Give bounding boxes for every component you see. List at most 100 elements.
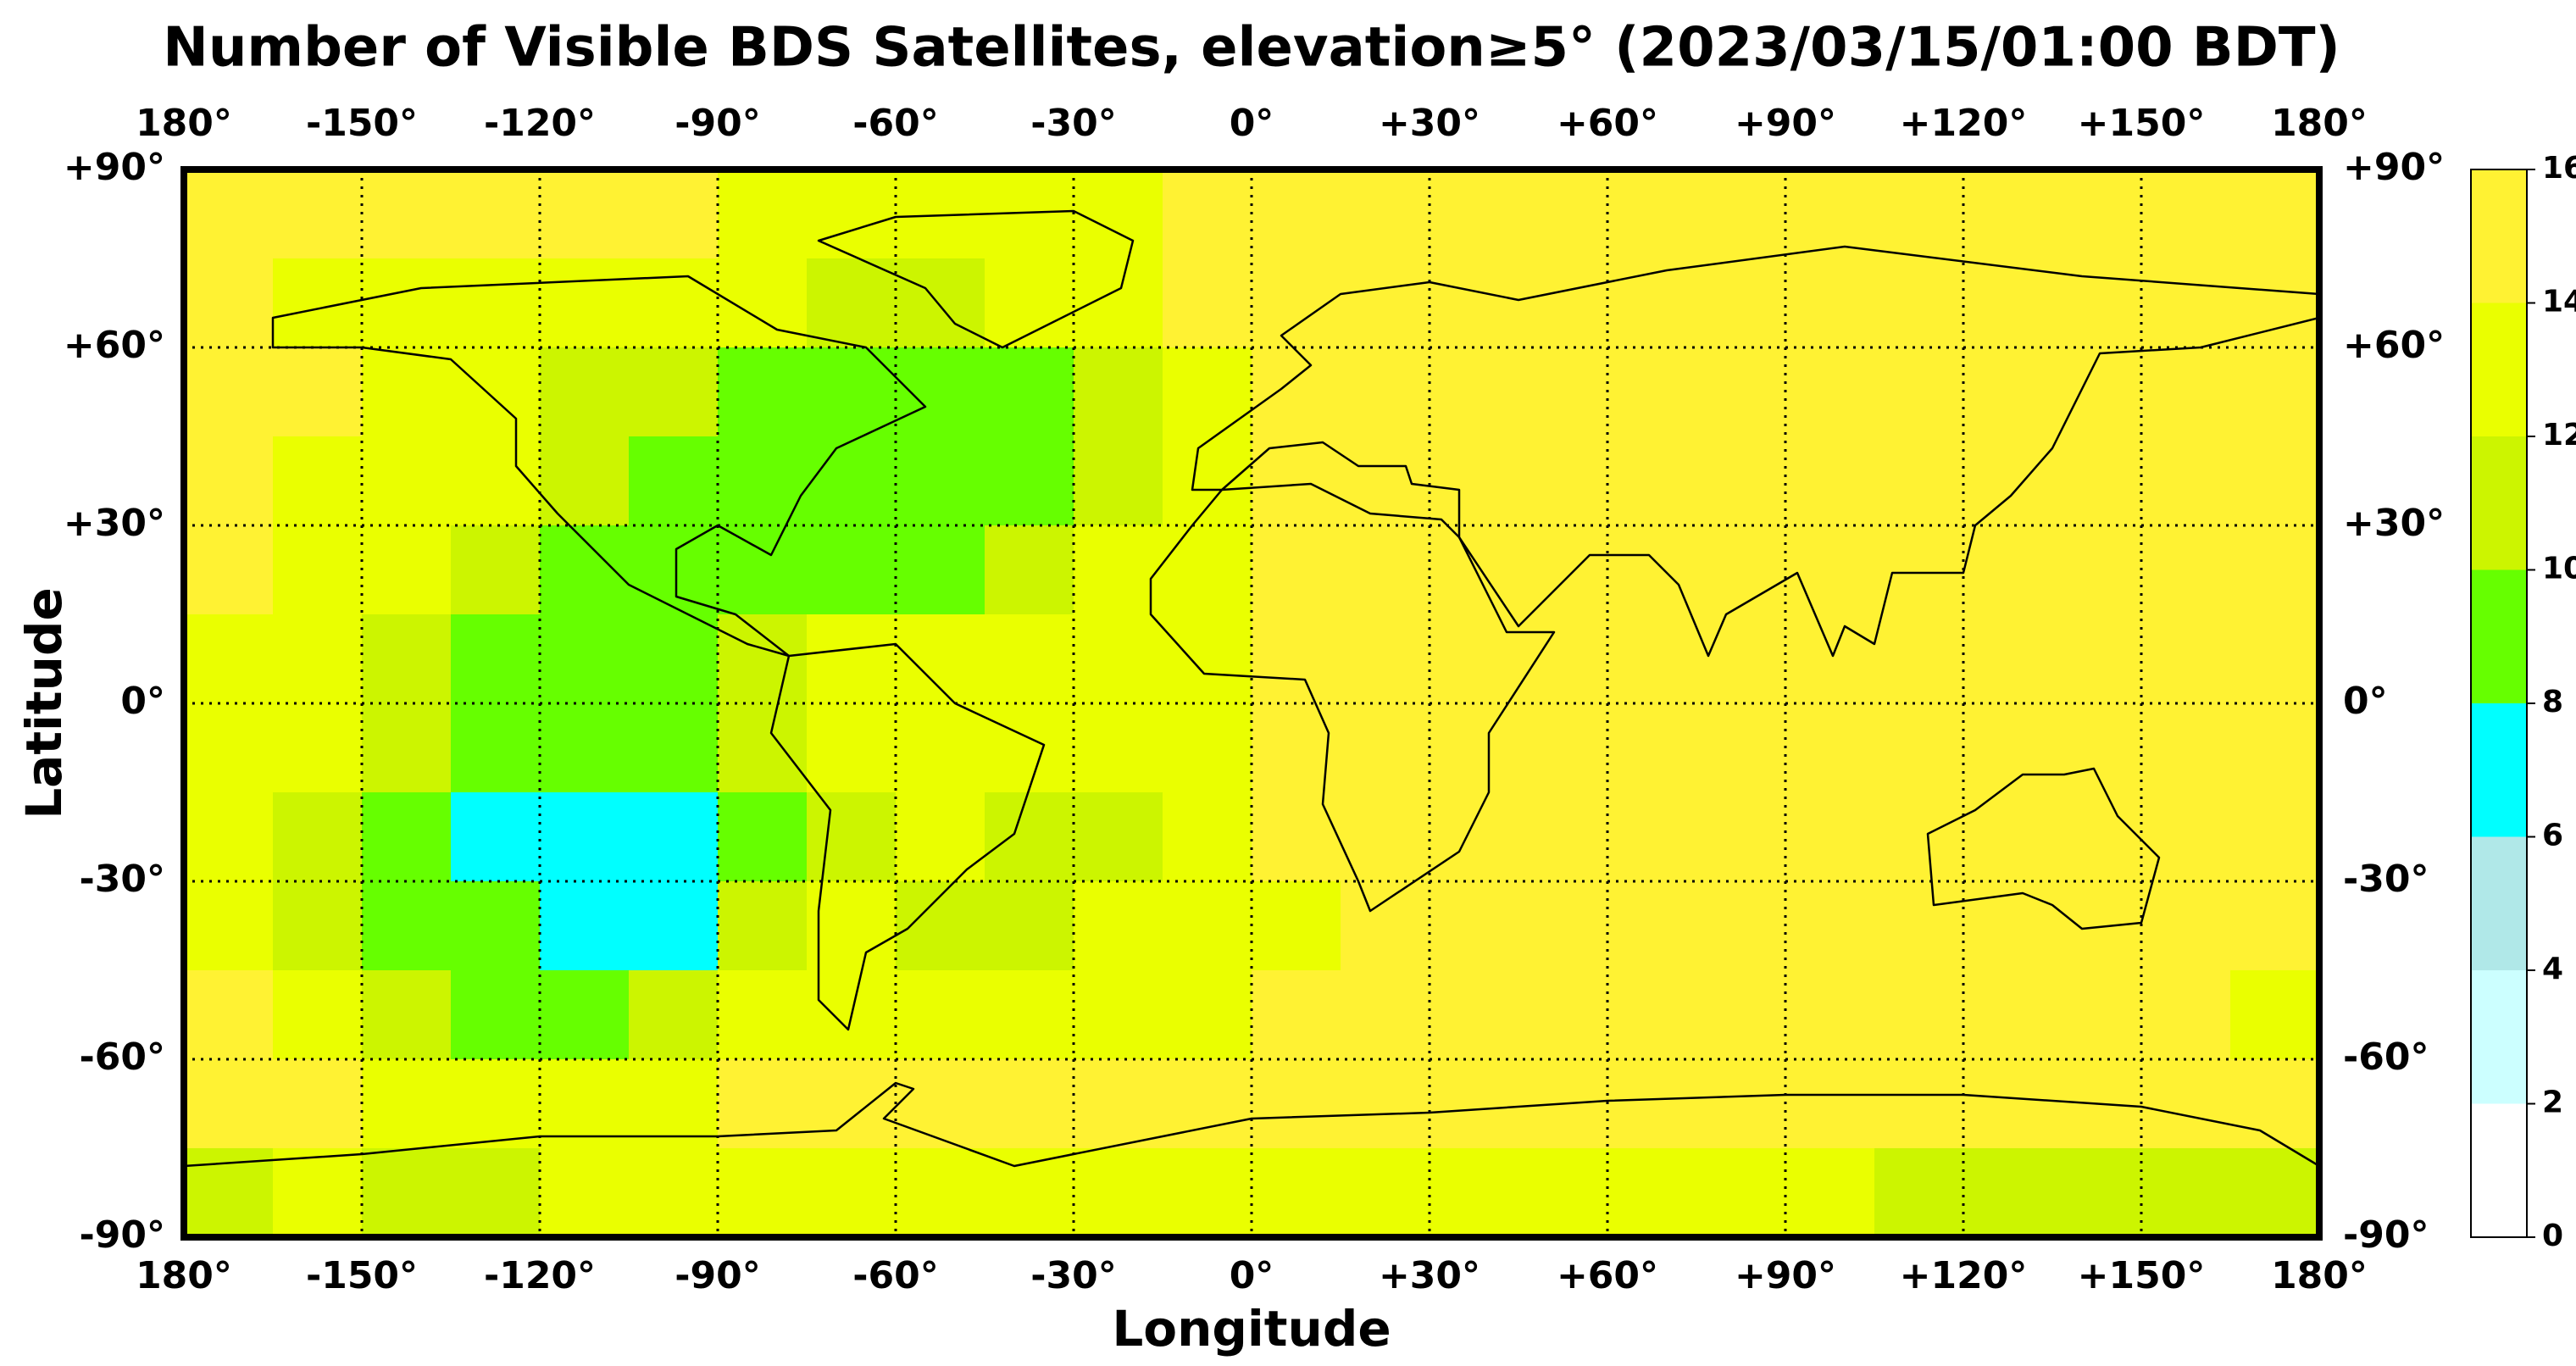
x-tick-label: +30° (1379, 1254, 1480, 1297)
heat-cell (1518, 347, 1608, 437)
heat-cell (1696, 436, 1786, 526)
heat-cell (2141, 881, 2231, 971)
heat-cell (1430, 347, 1519, 437)
heat-cell (1430, 525, 1519, 615)
x-tick-label: +90° (1735, 1254, 1836, 1297)
heat-cell (1518, 1148, 1608, 1237)
heat-cell (540, 614, 630, 704)
heat-cell (985, 792, 1074, 882)
x-axis-label: Longitude (1112, 1300, 1391, 1358)
heat-cell (184, 347, 274, 437)
heat-cell (1074, 525, 1163, 615)
heat-cell (2230, 970, 2319, 1060)
heat-cell (1518, 792, 1608, 882)
y-tick-label: -30° (80, 858, 166, 901)
heat-cell (629, 1059, 719, 1149)
heat-cell (807, 792, 897, 882)
heat-cell (2230, 792, 2319, 882)
heat-cell (807, 614, 897, 704)
heat-cell (451, 1059, 541, 1149)
heat-cell (629, 970, 719, 1060)
heat-cell (362, 436, 452, 526)
y-tick-label: +90° (64, 146, 165, 189)
heat-cell (807, 436, 897, 526)
heat-cell (2230, 258, 2319, 348)
heat-cell (1252, 169, 1341, 259)
heat-cell (2230, 1059, 2319, 1149)
heat-cell (540, 258, 630, 348)
heat-cell (629, 792, 719, 882)
x-tick-label: -60° (852, 1254, 939, 1297)
heat-cell (2052, 970, 2142, 1060)
heat-cell (985, 347, 1074, 437)
heat-cell (1607, 525, 1697, 615)
heat-cell (1963, 169, 2053, 259)
colorbar: 0 2 4 6 8 10 12 14 16 (2470, 151, 2576, 1253)
heat-cell (451, 614, 541, 704)
heat-cell (629, 258, 719, 348)
heat-cell (273, 436, 363, 526)
heat-cell (807, 169, 897, 259)
heat-cell (1163, 525, 1252, 615)
heat-cell (807, 347, 897, 437)
heat-cell (1074, 1148, 1163, 1237)
heat-cell (896, 347, 985, 437)
heat-cell (1963, 258, 2053, 348)
x-tick-label: 180° (2271, 1254, 2368, 1297)
colorbar-segment (2471, 970, 2527, 1104)
heat-cell (1963, 436, 2053, 526)
heat-cell (540, 347, 630, 437)
heat-cell (1696, 169, 1786, 259)
heat-cell (273, 703, 363, 793)
heat-cell (2052, 614, 2142, 704)
heat-cell (718, 347, 808, 437)
heat-cell (451, 525, 541, 615)
heat-cell (1607, 881, 1697, 971)
heat-cell (362, 703, 452, 793)
heat-cell (1963, 970, 2053, 1060)
heat-cell (1430, 792, 1519, 882)
heat-cell (1252, 347, 1341, 437)
coastline (271, 275, 927, 658)
heat-cell (2230, 347, 2319, 437)
heat-cell (273, 881, 363, 971)
heat-cell (451, 1148, 541, 1237)
heat-cell (451, 970, 541, 1060)
heat-cell (362, 792, 452, 882)
heat-cell (1518, 258, 1608, 348)
heat-cell (1785, 1148, 1875, 1237)
heat-cell (362, 1148, 452, 1237)
colorbar-segment (2471, 1103, 2527, 1237)
heat-cell (1341, 436, 1430, 526)
heat-cell (1785, 436, 1875, 526)
heat-cell (273, 792, 363, 882)
heat-cell (1074, 792, 1163, 882)
colorbar-tick-label: 14 (2542, 285, 2576, 319)
heat-cell (1341, 258, 1430, 348)
coastline (184, 1081, 2319, 1168)
heat-cell (1252, 792, 1341, 882)
x-tick-label: -30° (1030, 102, 1117, 145)
heat-cell (1163, 792, 1252, 882)
heat-cell (1163, 703, 1252, 793)
heat-cell (362, 347, 452, 437)
heat-cell (1696, 703, 1786, 793)
heat-cell (985, 436, 1074, 526)
heat-cell (1874, 881, 1964, 971)
heat-cell (1163, 258, 1252, 348)
heat-cell (2141, 792, 2231, 882)
x-tick-label: -60° (852, 102, 939, 145)
heat-cell (540, 792, 630, 882)
heat-cell (807, 1059, 897, 1149)
heat-cell (2141, 970, 2231, 1060)
heatmap (184, 169, 2319, 1237)
heat-cell (985, 970, 1074, 1060)
heat-cell (1163, 970, 1252, 1060)
chart-title: Number of Visible BDS Satellites, elevat… (163, 17, 2340, 80)
heat-cell (273, 347, 363, 437)
heat-cell (629, 881, 719, 971)
heat-cell (1163, 1059, 1252, 1149)
heat-cell (1785, 703, 1875, 793)
heat-cell (1963, 525, 2053, 615)
heat-cell (451, 258, 541, 348)
